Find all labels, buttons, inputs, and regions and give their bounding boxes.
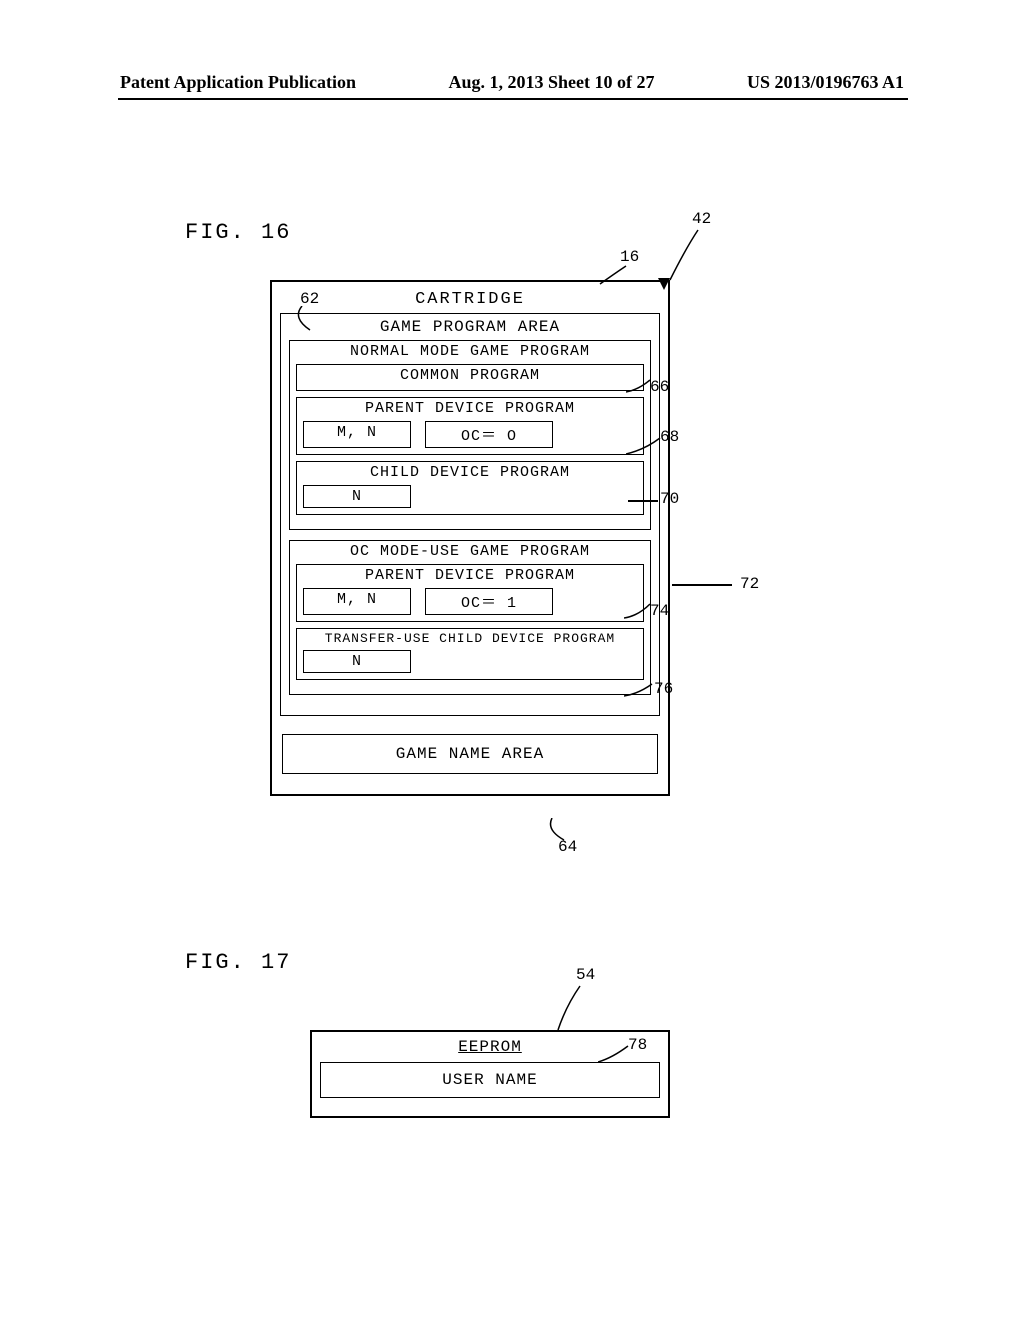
lead-76	[624, 682, 654, 700]
lead-66	[626, 378, 652, 396]
parent-oc-cell-mn: M, N	[303, 588, 411, 615]
lead-78	[598, 1044, 630, 1066]
lead-68	[626, 436, 662, 458]
normal-mode-title: NORMAL MODE GAME PROGRAM	[296, 343, 644, 360]
oc-mode-block: OC MODE-USE GAME PROGRAM PARENT DEVICE P…	[289, 540, 651, 695]
fig16-label: FIG. 16	[185, 220, 291, 245]
parent-oc-cell-oc: OC＝ 1	[425, 588, 553, 615]
oc-mode-title: OC MODE-USE GAME PROGRAM	[296, 543, 644, 560]
eeprom-user-name: USER NAME	[320, 1062, 660, 1098]
common-program-block: COMMON PROGRAM	[296, 364, 644, 391]
ref-74: 74	[650, 602, 669, 620]
child-oc-cell-n: N	[303, 650, 411, 673]
cartridge-title: CARTRIDGE	[280, 290, 660, 309]
lead-74	[624, 602, 652, 622]
parent-oc-row: M, N OC＝ 1	[303, 588, 637, 615]
lead-72	[672, 584, 732, 586]
program-area-title: GAME PROGRAM AREA	[287, 318, 653, 336]
child-device-title-oc: TRANSFER-USE CHILD DEVICE PROGRAM	[303, 631, 637, 646]
parent-device-block-oc: PARENT DEVICE PROGRAM M, N OC＝ 1	[296, 564, 644, 622]
common-program-title: COMMON PROGRAM	[303, 367, 637, 384]
ref-68: 68	[660, 428, 679, 446]
parent-normal-row: M, N OC＝ O	[303, 421, 637, 448]
normal-mode-block: NORMAL MODE GAME PROGRAM COMMON PROGRAM …	[289, 340, 651, 530]
ref-66: 66	[650, 378, 669, 396]
parent-normal-cell-oc: OC＝ O	[425, 421, 553, 448]
lead-54	[556, 984, 584, 1032]
parent-device-block-normal: PARENT DEVICE PROGRAM M, N OC＝ O	[296, 397, 644, 455]
header-center: Aug. 1, 2013 Sheet 10 of 27	[449, 72, 655, 93]
arrow-42	[658, 278, 670, 290]
header-rule	[118, 98, 908, 100]
game-program-area: GAME PROGRAM AREA NORMAL MODE GAME PROGR…	[280, 313, 660, 716]
lead-42	[668, 228, 708, 284]
header-right: US 2013/0196763 A1	[747, 72, 904, 93]
ref-42: 42	[692, 210, 711, 228]
lead-64	[546, 818, 568, 842]
ref-72: 72	[740, 575, 759, 593]
cartridge-box: CARTRIDGE GAME PROGRAM AREA NORMAL MODE …	[270, 280, 670, 796]
child-device-block-oc: TRANSFER-USE CHILD DEVICE PROGRAM N	[296, 628, 644, 680]
child-normal-cell-n: N	[303, 485, 411, 508]
lead-70	[628, 500, 658, 502]
game-name-area: GAME NAME AREA	[282, 734, 658, 774]
child-oc-row: N	[303, 650, 637, 673]
child-normal-row: N	[303, 485, 637, 508]
header-left: Patent Application Publication	[120, 72, 356, 93]
page-header: Patent Application Publication Aug. 1, 2…	[0, 72, 1024, 93]
ref-54: 54	[576, 966, 595, 984]
child-device-block-normal: CHILD DEVICE PROGRAM N	[296, 461, 644, 515]
parent-device-title-oc: PARENT DEVICE PROGRAM	[303, 567, 637, 584]
ref-78: 78	[628, 1036, 647, 1054]
child-device-title-normal: CHILD DEVICE PROGRAM	[303, 464, 637, 481]
ref-76: 76	[654, 680, 673, 698]
lead-62	[290, 306, 316, 332]
parent-normal-cell-mn: M, N	[303, 421, 411, 448]
fig16-diagram: CARTRIDGE GAME PROGRAM AREA NORMAL MODE …	[270, 280, 670, 796]
fig17-label: FIG. 17	[185, 950, 291, 975]
parent-device-title-normal: PARENT DEVICE PROGRAM	[303, 400, 637, 417]
lead-16	[598, 264, 628, 286]
ref-70: 70	[660, 490, 679, 508]
